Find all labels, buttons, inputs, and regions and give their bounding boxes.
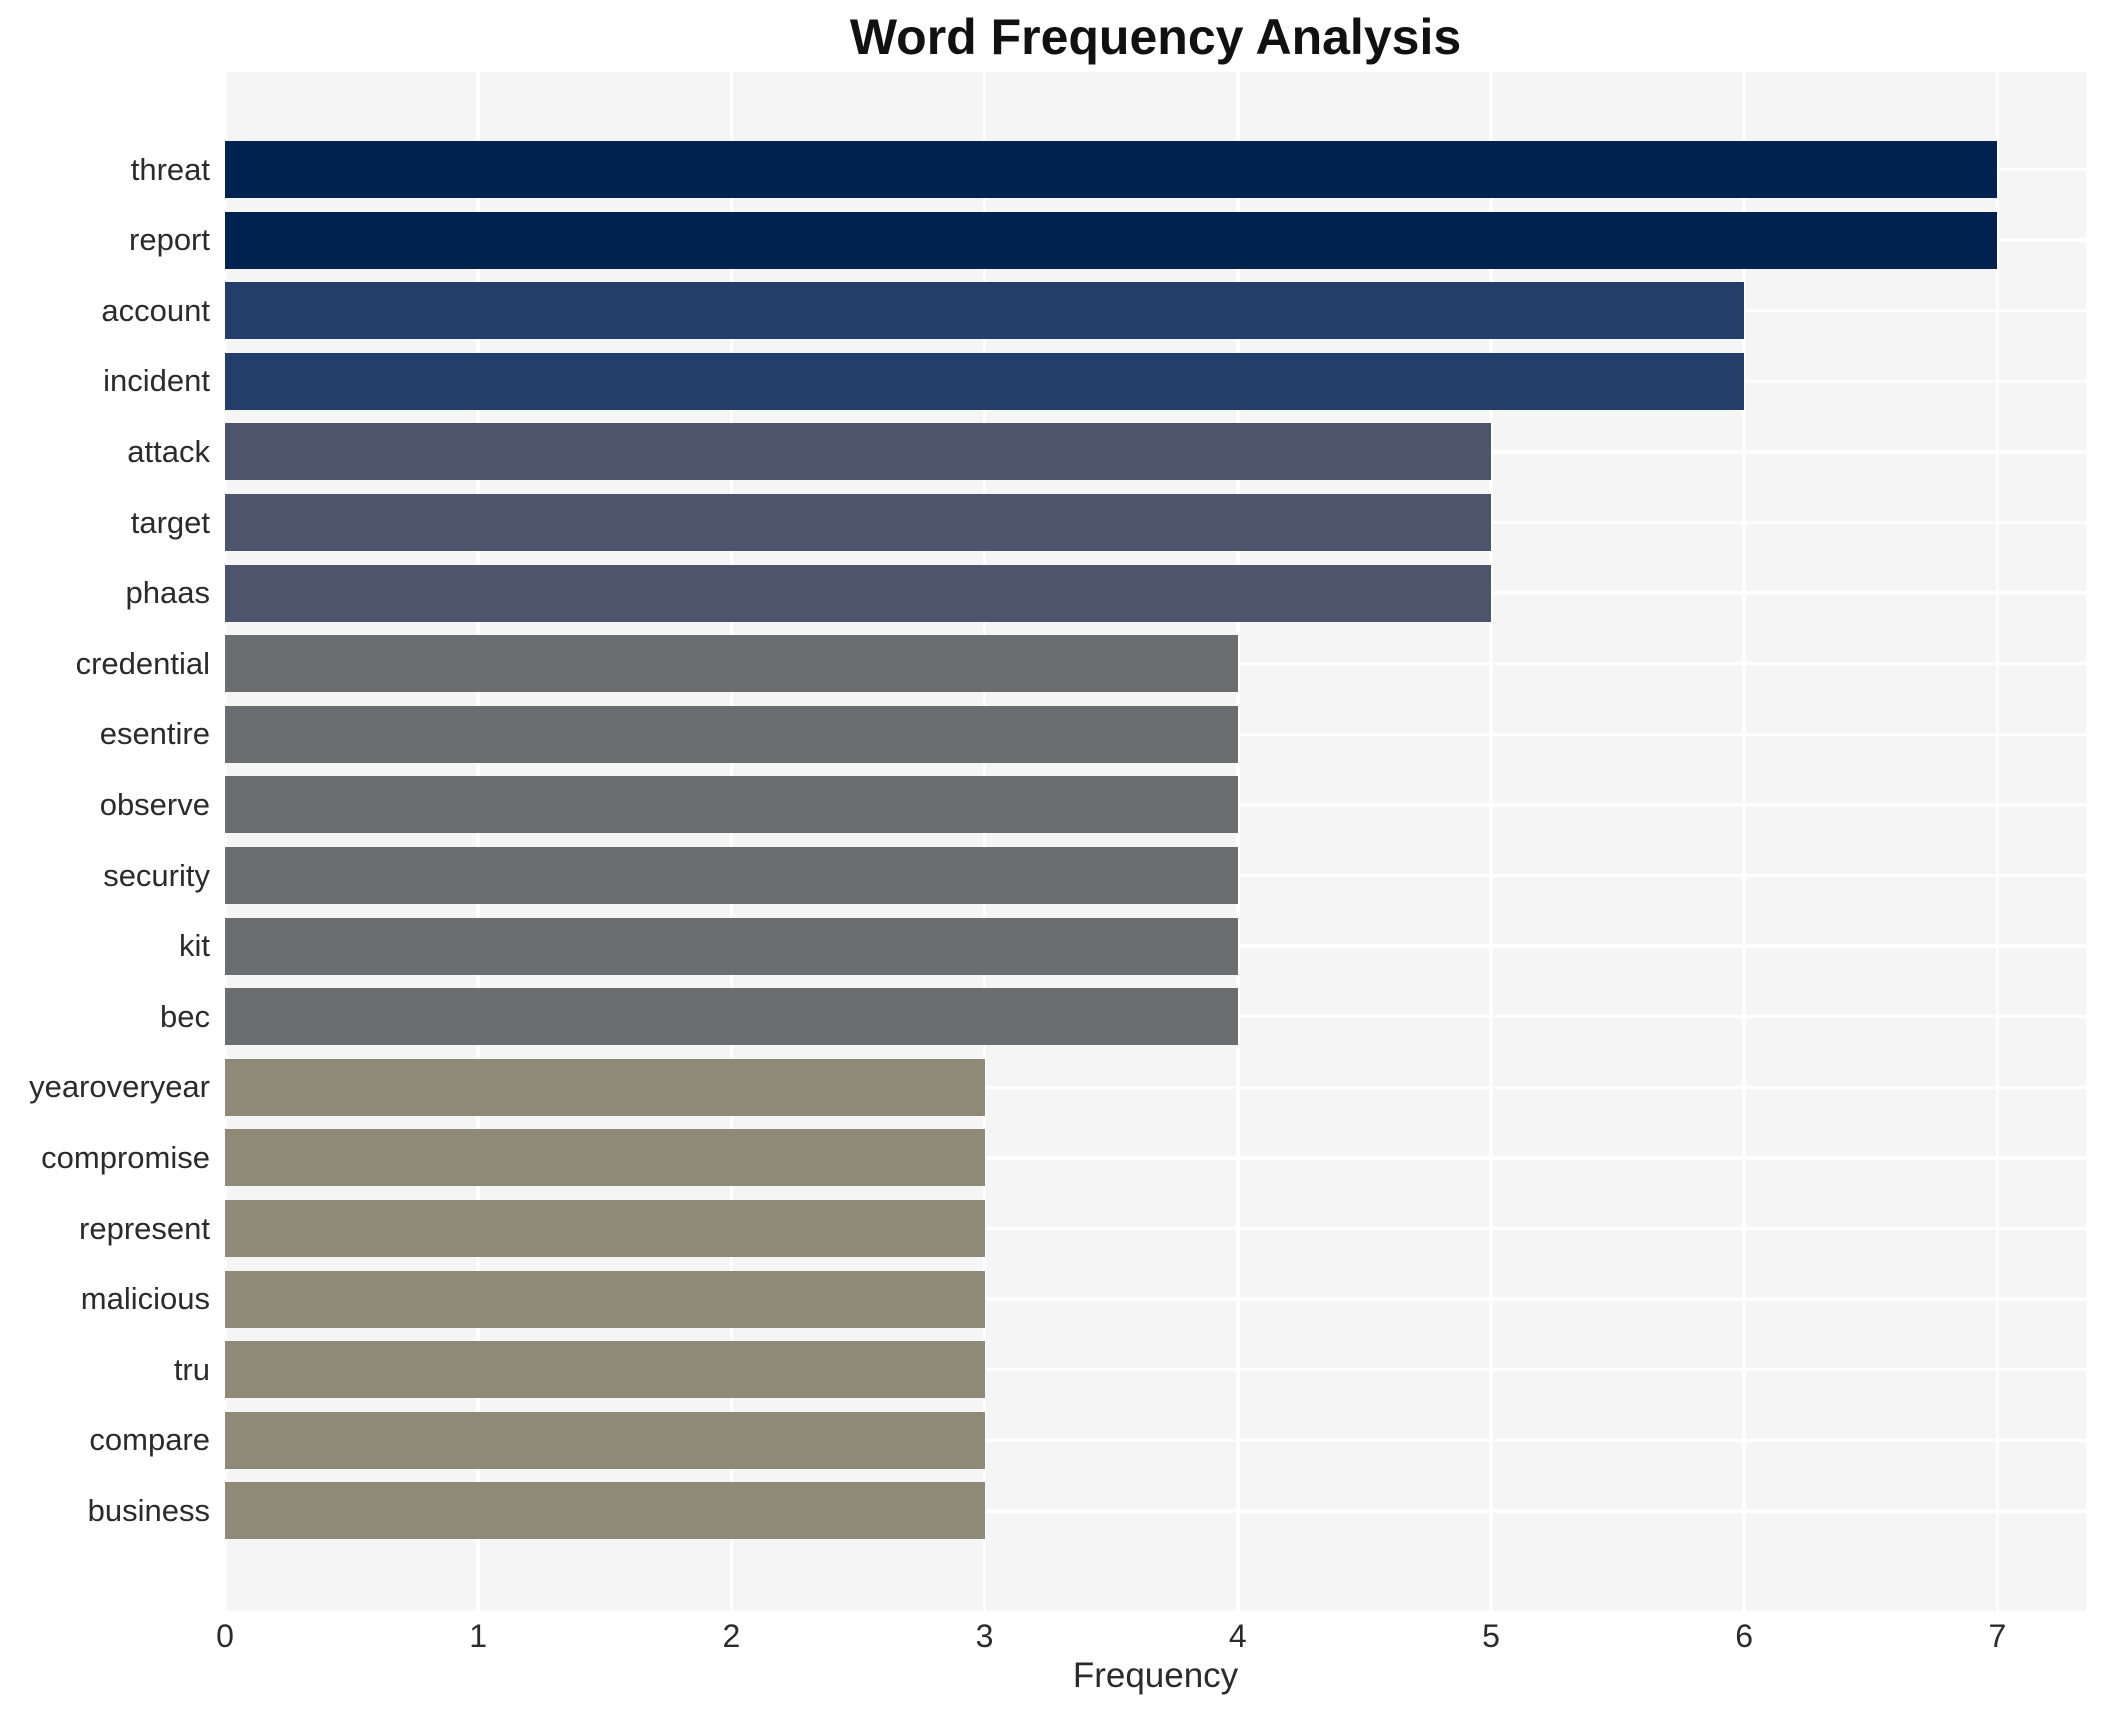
bar-esentire (225, 705, 1238, 763)
bar-credential (225, 635, 1238, 693)
y-gridline (225, 1438, 2086, 1443)
y-tick-label: observe (99, 786, 210, 822)
y-tick-label: phaas (125, 575, 210, 611)
y-tick-label: bec (160, 998, 210, 1034)
x-tick-label: 5 (1482, 1618, 1500, 1654)
plot-area (223, 72, 2086, 1611)
x-tick-label: 7 (1988, 1618, 2007, 1654)
x-gridline (729, 72, 734, 1611)
x-gridline (476, 72, 480, 1611)
bar-tru (225, 1341, 985, 1399)
y-tick-label: esentire (99, 716, 210, 752)
bar-account (225, 282, 1745, 340)
x-tick-label: 2 (722, 1618, 741, 1654)
x-tick-label: 1 (469, 1618, 488, 1654)
bar-security (225, 847, 1238, 904)
y-tick-label: target (130, 504, 210, 540)
y-tick-label: credential (75, 645, 210, 681)
x-gridline (982, 72, 987, 1611)
bar-report (225, 211, 1998, 269)
bar-phaas (225, 564, 1491, 622)
y-tick-label: tru (173, 1351, 210, 1387)
x-gridline (223, 72, 227, 1611)
bar-bec (225, 988, 1238, 1046)
bar-malicious (225, 1270, 985, 1328)
y-tick-label: compromise (41, 1139, 210, 1175)
y-tick-label: represent (79, 1210, 210, 1246)
bar-represent (225, 1200, 985, 1257)
bar-kit (225, 917, 1238, 975)
y-tick-label: yearoveryear (29, 1069, 210, 1105)
y-gridline (225, 1297, 2086, 1301)
y-gridline (225, 1226, 2086, 1231)
bar-observe (225, 776, 1238, 834)
x-tick-label: 3 (975, 1618, 994, 1654)
y-tick-label: account (101, 292, 210, 328)
x-axis-title: Frequency (1072, 1656, 1239, 1695)
x-gridline (1995, 72, 2000, 1611)
x-gridline (1742, 72, 1746, 1611)
y-gridline (225, 1367, 2086, 1372)
bar-attack (225, 423, 1491, 481)
y-tick-label: report (129, 222, 210, 258)
y-tick-label: attack (127, 433, 210, 469)
y-tick-label: business (87, 1492, 210, 1528)
x-tick-label: 0 (216, 1618, 234, 1654)
y-gridline (225, 1085, 2086, 1090)
bar-threat (225, 141, 1998, 198)
y-gridline (225, 1156, 2086, 1160)
y-tick-label: incident (103, 363, 210, 399)
y-tick-label: threat (130, 151, 210, 187)
bar-business (225, 1482, 985, 1540)
bar-target (225, 494, 1491, 551)
x-tick-label: 4 (1228, 1618, 1247, 1654)
y-gridline (225, 1509, 2086, 1513)
y-tick-label: malicious (80, 1281, 210, 1317)
x-gridline (1489, 72, 1493, 1611)
y-tick-label: kit (179, 928, 210, 964)
chart-title: Word Frequency Analysis (849, 9, 1462, 65)
bar-compare (225, 1411, 985, 1469)
x-gridline (1236, 72, 1240, 1611)
x-tick-label: 6 (1735, 1618, 1754, 1654)
y-tick-label: security (103, 857, 210, 893)
bar-incident (225, 352, 1745, 410)
bar-yearoveryear (225, 1058, 985, 1116)
y-tick-label: compare (89, 1422, 210, 1458)
bar-compromise (225, 1129, 985, 1187)
